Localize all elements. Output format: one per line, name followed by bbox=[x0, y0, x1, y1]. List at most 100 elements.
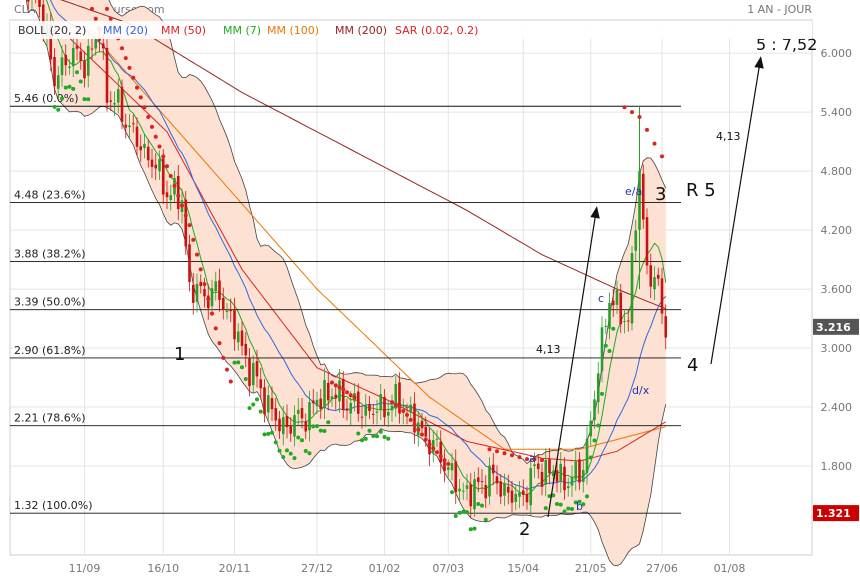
candle-body bbox=[356, 391, 360, 414]
candle-body bbox=[608, 302, 611, 329]
sar-dot bbox=[93, 16, 98, 21]
sar-dot bbox=[630, 110, 634, 115]
legend-item[interactable]: MM (50) bbox=[161, 24, 206, 37]
sar-dot bbox=[577, 499, 582, 504]
candle-body bbox=[409, 404, 413, 413]
sar-dot bbox=[510, 453, 514, 458]
sar-dot bbox=[386, 436, 391, 441]
candle-body bbox=[139, 146, 143, 151]
sar-dot bbox=[198, 267, 203, 272]
candle-body bbox=[435, 438, 439, 440]
wave-label: 4 bbox=[687, 355, 698, 376]
sar-dot bbox=[547, 494, 552, 499]
candle-body bbox=[581, 470, 585, 482]
sar-dot bbox=[363, 436, 368, 441]
sar-dot bbox=[558, 502, 563, 507]
candle-body bbox=[203, 288, 206, 297]
candle-body bbox=[473, 479, 476, 510]
legend-item[interactable]: SAR (0.02, 0.2) bbox=[395, 24, 478, 37]
sar-dot bbox=[457, 510, 462, 515]
candle-body bbox=[289, 425, 293, 434]
sar-dot bbox=[82, 97, 87, 102]
candle-body bbox=[371, 413, 375, 415]
sar-dot bbox=[652, 141, 657, 146]
sar-dot bbox=[258, 409, 263, 414]
legend-item[interactable]: MM (7) bbox=[223, 24, 261, 37]
candle-body bbox=[64, 54, 68, 66]
fib-label: 2.90 (61.8%) bbox=[14, 344, 86, 357]
sar-dot bbox=[337, 385, 342, 390]
candle-body bbox=[146, 146, 150, 161]
grid bbox=[10, 20, 812, 555]
candles bbox=[26, 0, 668, 518]
candle-body bbox=[165, 192, 169, 198]
sar-dot bbox=[420, 432, 424, 437]
sar-dot bbox=[453, 513, 458, 518]
candle-body bbox=[345, 408, 349, 411]
bollinger-upper bbox=[108, 0, 667, 465]
candle-body bbox=[431, 440, 435, 453]
sar-dot bbox=[645, 127, 649, 132]
candle-body bbox=[634, 230, 638, 251]
candle-body bbox=[491, 464, 495, 474]
candle-body bbox=[109, 100, 113, 102]
sar-dot bbox=[611, 326, 616, 331]
candle-body bbox=[308, 402, 311, 431]
sar-dot bbox=[588, 455, 593, 460]
candle-body bbox=[428, 439, 431, 455]
sar-dot bbox=[592, 438, 597, 443]
sar-dot bbox=[202, 282, 207, 287]
candle-body bbox=[446, 467, 450, 470]
candle-body bbox=[551, 472, 555, 477]
move-label: 4,13 bbox=[716, 130, 741, 143]
y-tick-label: 3.000 bbox=[821, 342, 853, 355]
sar-dot bbox=[367, 428, 372, 433]
candle-body bbox=[304, 421, 308, 432]
candle-body bbox=[604, 325, 608, 327]
projection-arrow-2 bbox=[710, 56, 764, 365]
sar-dot bbox=[333, 383, 338, 388]
x-tick-label: 01/02 bbox=[369, 562, 401, 575]
sar-dot bbox=[390, 400, 394, 405]
candle-body bbox=[94, 39, 98, 49]
candle-body bbox=[424, 426, 428, 437]
candle-body bbox=[218, 280, 221, 300]
sar-dot bbox=[540, 458, 544, 463]
candle-body bbox=[394, 383, 398, 409]
sar-dot bbox=[315, 424, 319, 429]
candle-body bbox=[150, 159, 154, 167]
sub-wave-label: e/a bbox=[625, 185, 642, 198]
sar-dot bbox=[161, 154, 166, 159]
candle-body bbox=[278, 418, 281, 432]
sar-dot bbox=[311, 424, 316, 429]
sar-dot bbox=[131, 75, 136, 80]
sar-dot bbox=[525, 457, 529, 462]
candle-body bbox=[86, 45, 90, 76]
last-price-badge bbox=[813, 318, 859, 335]
candle-body bbox=[90, 48, 94, 50]
candle-body bbox=[469, 484, 473, 507]
candle-body bbox=[233, 309, 236, 340]
legend-item[interactable]: MM (200) bbox=[335, 24, 387, 37]
candle-body bbox=[375, 411, 379, 413]
sar-dot bbox=[562, 509, 567, 514]
legend-item[interactable]: BOLL (20, 2) bbox=[18, 24, 86, 37]
chart-period[interactable]: 1 AN - JOUR bbox=[747, 3, 812, 16]
sar-dot bbox=[243, 376, 248, 381]
sar-dot bbox=[371, 433, 376, 438]
candle-body bbox=[420, 420, 424, 429]
legend-item[interactable]: MM (20) bbox=[103, 24, 148, 37]
sar-dot bbox=[247, 406, 252, 411]
sar-dot bbox=[465, 510, 469, 515]
candle-body bbox=[143, 143, 146, 149]
legend-item[interactable]: MM (100) bbox=[267, 24, 319, 37]
candle-body bbox=[315, 399, 319, 407]
sar-dot bbox=[71, 86, 76, 91]
sar-dot bbox=[221, 355, 226, 360]
sar-dot bbox=[75, 70, 79, 75]
sar-dot bbox=[123, 56, 128, 61]
candle-body bbox=[206, 295, 210, 309]
candle-body bbox=[521, 490, 525, 495]
sar-dot bbox=[330, 380, 334, 385]
sar-dot bbox=[581, 502, 586, 507]
